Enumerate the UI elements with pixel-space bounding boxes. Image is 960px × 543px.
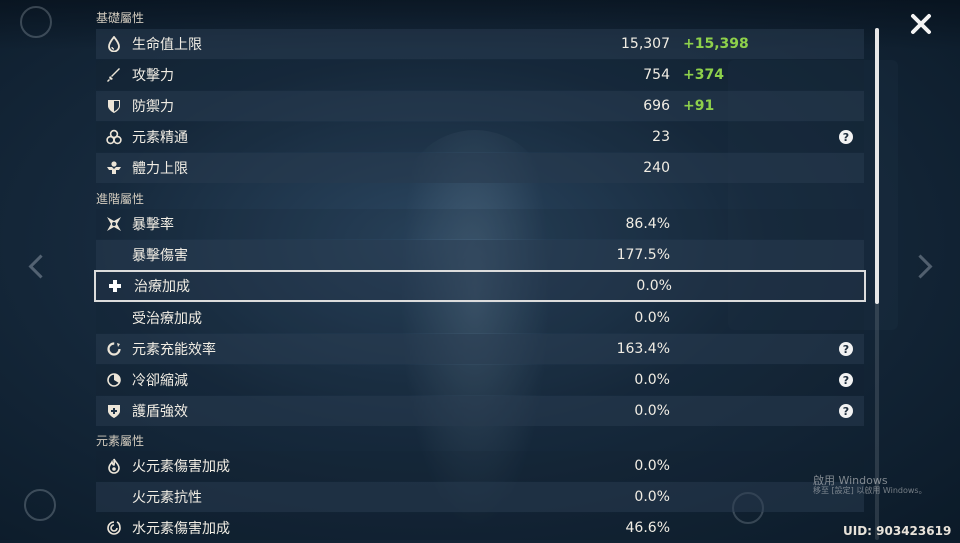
stat-bonus: +91	[683, 98, 715, 114]
stat-value: 754	[643, 67, 670, 83]
stat-row-crit-dmg[interactable]: 暴擊傷害 177.5%	[96, 240, 864, 270]
stat-label: 元素充能效率	[132, 342, 216, 358]
stat-row-hydro-dmg[interactable]: 水元素傷害加成 46.6%	[96, 513, 864, 543]
stat-value: 0.0%	[634, 403, 670, 419]
stat-row-def[interactable]: 防禦力 696 +91	[96, 91, 864, 121]
stat-label: 暴擊率	[132, 217, 174, 233]
previous-character-arrow-icon	[28, 254, 53, 279]
stat-label: 水元素傷害加成	[132, 521, 230, 537]
close-icon	[911, 14, 931, 34]
crit-rate-icon	[96, 209, 132, 239]
stat-row-pyro-res[interactable]: 火元素抗性 0.0%	[96, 482, 864, 512]
close-button[interactable]	[905, 8, 937, 40]
player-uid: UID: 903423619	[843, 524, 952, 538]
stat-value: 0.0%	[634, 489, 670, 505]
stat-bonus: +15,398	[683, 36, 749, 52]
stat-label: 攻擊力	[132, 68, 174, 84]
section-title-elemental: 元素屬性	[96, 434, 145, 448]
sword-icon	[96, 60, 132, 90]
hp-drop-icon	[96, 29, 132, 59]
stat-label: 冷卻縮減	[132, 373, 188, 389]
stamina-icon	[96, 153, 132, 183]
stat-value: 240	[643, 160, 670, 176]
stat-value: 0.0%	[634, 310, 670, 326]
stat-value: 0.0%	[634, 458, 670, 474]
stat-row-pyro-dmg[interactable]: 火元素傷害加成 0.0%	[96, 451, 864, 481]
element-emblem-icon	[20, 6, 52, 38]
stat-bonus: +374	[683, 67, 724, 83]
stat-label: 體力上限	[132, 161, 188, 177]
menu-grid-icon	[24, 489, 56, 521]
stat-value: 46.6%	[625, 520, 670, 536]
stat-value: 15,307	[621, 36, 670, 52]
windows-activation-subtitle: 移至 [設定] 以啟用 Windows。	[813, 486, 927, 495]
stat-value: 163.4%	[616, 341, 670, 357]
stat-row-healing-bonus[interactable]: 治療加成 0.0%	[94, 270, 866, 302]
stat-value: 0.0%	[636, 278, 672, 294]
cooldown-icon	[96, 365, 132, 395]
help-icon[interactable]: ?	[839, 342, 853, 356]
section-title-advanced: 進階屬性	[96, 192, 145, 206]
next-character-arrow-icon	[908, 254, 933, 279]
stat-row-stamina[interactable]: 體力上限 240	[96, 153, 864, 183]
stat-value: 696	[643, 98, 670, 114]
stat-label: 生命值上限	[132, 37, 202, 53]
stat-row-atk[interactable]: 攻擊力 754 +374	[96, 60, 864, 90]
stat-row-crit-rate[interactable]: 暴擊率 86.4%	[96, 209, 864, 239]
help-icon[interactable]: ?	[839, 404, 853, 418]
stat-label: 護盾強效	[132, 404, 188, 420]
stat-row-hp[interactable]: 生命值上限 15,307 +15,398	[96, 29, 864, 59]
scrollbar-thumb[interactable]	[875, 28, 879, 304]
section-title-base: 基礎屬性	[96, 11, 145, 25]
pyro-icon	[96, 451, 132, 481]
help-icon[interactable]: ?	[839, 130, 853, 144]
hydro-icon	[96, 513, 132, 543]
healing-cross-icon	[96, 271, 134, 301]
stat-row-cd-reduction[interactable]: 冷卻縮減 0.0% ?	[96, 365, 864, 395]
stat-value: 86.4%	[625, 216, 670, 232]
stat-label: 火元素傷害加成	[132, 459, 230, 475]
shield-icon	[96, 91, 132, 121]
stat-label: 元素精通	[132, 130, 188, 146]
stat-label: 防禦力	[132, 99, 174, 115]
stat-label: 火元素抗性	[132, 490, 202, 506]
stat-label: 暴擊傷害	[132, 248, 188, 264]
shield-strength-icon	[96, 396, 132, 426]
stat-value: 23	[652, 129, 670, 145]
stat-label: 受治療加成	[132, 311, 202, 327]
windows-activation-title: 啟用 Windows	[813, 474, 888, 487]
stat-row-shield-strength[interactable]: 護盾強效 0.0% ?	[96, 396, 864, 426]
stat-row-energy-recharge[interactable]: 元素充能效率 163.4% ?	[96, 334, 864, 364]
energy-recharge-icon	[96, 334, 132, 364]
elemental-mastery-icon	[96, 122, 132, 152]
stat-label: 治療加成	[134, 279, 190, 295]
stat-value: 0.0%	[634, 372, 670, 388]
stat-row-elemental-mastery[interactable]: 元素精通 23 ?	[96, 122, 864, 152]
character-silhouette	[400, 130, 550, 530]
stat-row-incoming-healing[interactable]: 受治療加成 0.0%	[96, 303, 864, 333]
stat-value: 177.5%	[616, 247, 670, 263]
help-icon[interactable]: ?	[839, 373, 853, 387]
